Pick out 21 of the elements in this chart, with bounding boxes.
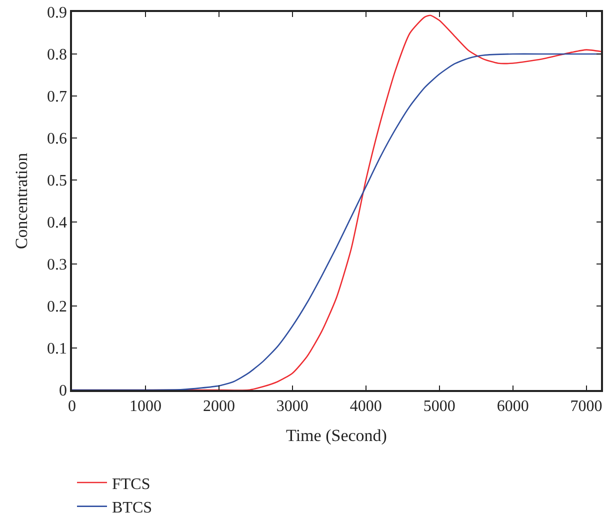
- y-tick-label: 0.8: [47, 46, 68, 64]
- legend-label: FTCS: [112, 476, 150, 493]
- x-tick-label: 5000: [423, 398, 456, 415]
- y-tick-label: 0.1: [47, 340, 68, 358]
- x-tick-label: 7000: [570, 398, 602, 415]
- y-tick-label: 0.3: [47, 256, 68, 274]
- legend-label: BTCS: [112, 500, 152, 517]
- y-tick-label: 0.9: [47, 4, 68, 22]
- y-tick-label: 0.5: [47, 172, 68, 190]
- y-axis-title: Concentration: [12, 152, 32, 250]
- x-tick-label: 6000: [496, 398, 529, 415]
- y-tick-label: 0.2: [47, 298, 68, 316]
- y-tick-label: 0.6: [47, 130, 68, 148]
- y-tick-label: 0: [59, 382, 68, 400]
- x-axis-title: Time (Second): [286, 426, 387, 445]
- x-tick-label: 2000: [202, 398, 235, 415]
- y-tick-label: 0.7: [47, 88, 68, 106]
- x-tick-label: 4000: [350, 398, 382, 415]
- x-tick-label: 3000: [276, 398, 308, 415]
- x-tick-label: 1000: [129, 398, 162, 415]
- y-tick-label: 0.4: [47, 214, 68, 232]
